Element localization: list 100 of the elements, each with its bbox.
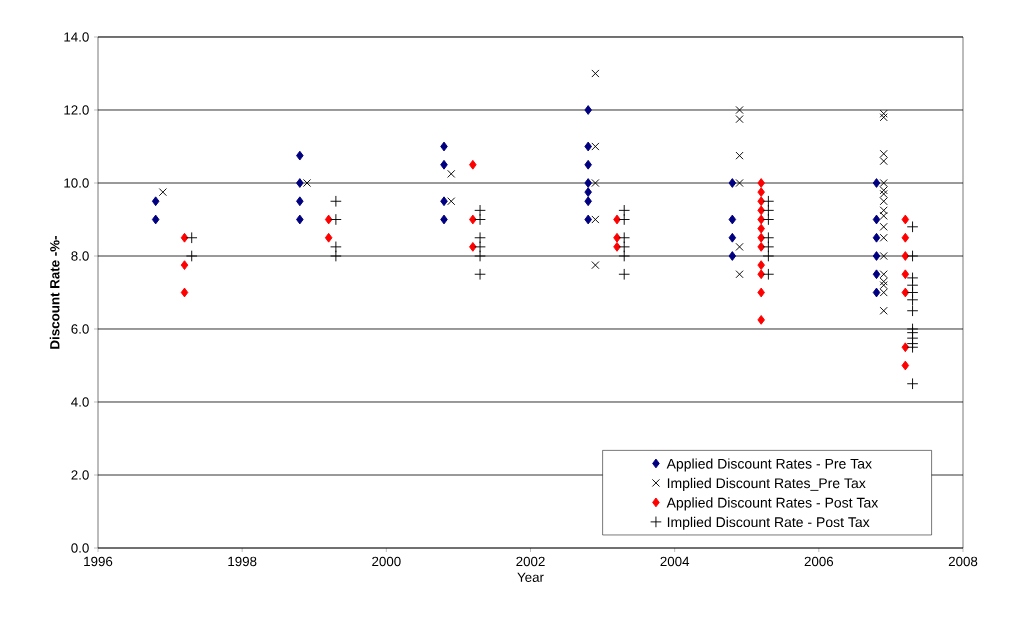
point <box>757 214 765 225</box>
point <box>879 277 888 286</box>
x-tick-label: 2004 <box>660 556 690 567</box>
y-tick-label: 12.0 <box>64 105 89 115</box>
legend-label: Applied Discount Rates - Post Tax <box>666 497 879 511</box>
point <box>330 195 342 208</box>
point <box>762 204 775 217</box>
point <box>151 214 160 225</box>
point <box>757 187 765 197</box>
point <box>757 178 765 188</box>
point <box>906 294 919 306</box>
point <box>901 287 910 298</box>
point <box>330 213 342 226</box>
point <box>469 159 477 170</box>
legend-label: Applied Discount Rates - Pre Tax <box>666 458 872 472</box>
point <box>330 250 342 262</box>
point <box>906 377 919 390</box>
point <box>735 115 744 124</box>
point <box>324 214 333 225</box>
point <box>474 241 486 253</box>
point <box>302 178 312 188</box>
point <box>735 105 744 115</box>
point <box>296 178 304 188</box>
legend-label: Implied Discount Rates_Pre Tax <box>667 477 866 491</box>
point <box>728 178 737 188</box>
point <box>757 287 765 298</box>
point <box>757 260 765 270</box>
legend-label: Implied Discount Rate - Post Tax <box>667 516 870 530</box>
point <box>757 269 765 280</box>
point <box>906 341 919 354</box>
point <box>879 206 888 215</box>
point <box>584 196 592 207</box>
point <box>879 288 888 297</box>
point <box>296 214 304 225</box>
point <box>735 242 744 251</box>
point <box>757 205 765 216</box>
point <box>474 204 486 217</box>
point <box>762 213 775 226</box>
point <box>728 232 737 243</box>
y-tick-label: 14.0 <box>64 32 89 42</box>
point <box>762 250 775 262</box>
point <box>872 214 881 225</box>
point <box>440 141 448 152</box>
point <box>618 268 631 281</box>
x-tick-label: 2008 <box>948 556 978 567</box>
x-tick-label: 1998 <box>228 556 257 567</box>
point <box>879 197 888 206</box>
point <box>151 196 160 207</box>
point <box>584 178 592 188</box>
point <box>584 214 592 225</box>
point <box>618 250 631 262</box>
point <box>901 360 910 371</box>
y-axis-title: Discount Rate -%- <box>49 236 60 349</box>
point <box>757 315 765 325</box>
point <box>440 214 448 225</box>
point <box>757 223 765 234</box>
point <box>469 242 477 252</box>
point <box>762 268 775 281</box>
point <box>872 287 881 298</box>
point <box>180 260 189 270</box>
point <box>879 306 888 315</box>
point <box>474 231 486 244</box>
point <box>474 268 486 281</box>
point <box>735 178 744 188</box>
point <box>584 159 592 170</box>
point <box>728 214 737 225</box>
point <box>872 178 881 188</box>
point <box>879 211 888 220</box>
point <box>618 231 631 244</box>
point <box>879 233 888 242</box>
point <box>762 195 775 208</box>
point <box>901 342 910 353</box>
point <box>474 250 486 262</box>
point <box>296 196 304 207</box>
point <box>757 196 765 207</box>
point <box>591 69 600 78</box>
point <box>901 232 910 243</box>
point <box>440 159 448 170</box>
point <box>474 213 486 226</box>
point <box>757 242 765 252</box>
point <box>591 215 600 224</box>
y-tick-label: 4.0 <box>71 397 89 407</box>
point <box>901 214 910 225</box>
x-tick-label: 2002 <box>516 556 545 567</box>
x-tick-label: 1996 <box>84 556 113 567</box>
point <box>185 231 198 244</box>
x-tick-label: 2000 <box>372 556 401 567</box>
point <box>330 241 342 253</box>
point <box>324 232 333 243</box>
point <box>735 270 744 279</box>
point <box>879 281 888 290</box>
point <box>584 187 592 197</box>
point <box>591 142 600 151</box>
point <box>591 178 600 188</box>
y-tick-label: 0.0 <box>71 543 89 553</box>
point <box>879 251 888 261</box>
point <box>618 204 631 217</box>
point <box>613 214 621 225</box>
point <box>872 251 881 261</box>
point <box>158 188 167 197</box>
